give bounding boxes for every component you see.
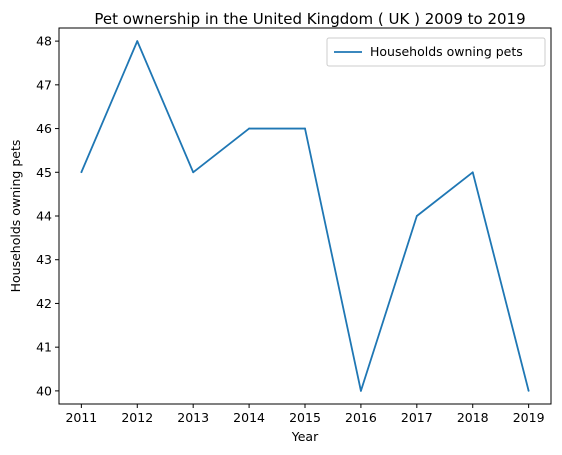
data-point-2015 [304,127,306,130]
plot-frame [58,27,552,405]
x-tick-label: 2018 [457,410,489,425]
ticks: 2011 2012 2013 2014 2015 2016 2017 2018 2019 40 41… [36,34,544,425]
y-axis-label: Households owning pets [8,140,23,293]
y-tick-label: 40 [36,383,52,398]
data-point-2018 [471,171,474,174]
y-tick-label: 45 [36,165,52,180]
x-tick-label: 2015 [289,410,321,425]
x-tick-label: 2014 [233,410,265,425]
legend: Households owning pets [326,37,546,67]
y-tick-label: 43 [36,252,52,267]
y-tick-label: 46 [36,121,52,136]
x-tick-label: 2017 [401,410,433,425]
data-points [80,40,530,392]
x-axis-label: Year [291,429,319,444]
x-tick-label: 2011 [65,410,97,425]
chart-title: Pet ownership in the United Kingdom ( UK… [94,10,525,28]
legend-label: Households owning pets [370,44,523,59]
x-tick-label: 2019 [513,410,545,425]
y-tick-label: 41 [36,340,52,355]
y-tick-label: 48 [36,34,52,49]
data-point-2017 [415,215,418,217]
data-point-2013 [192,171,195,174]
legend-box [326,37,546,67]
data-point-2014 [248,127,250,130]
x-tick-label: 2012 [121,410,153,425]
x-tick-label: 2016 [345,410,377,425]
x-tick-label: 2013 [177,410,209,425]
y-tick-label: 44 [36,209,52,224]
y-tick-label: 47 [36,77,52,92]
data-point-2012 [136,40,139,43]
data-point-2011 [80,171,83,174]
y-tick-label: 42 [36,296,52,311]
data-point-2016 [360,389,362,392]
data-point-2019 [527,389,530,392]
